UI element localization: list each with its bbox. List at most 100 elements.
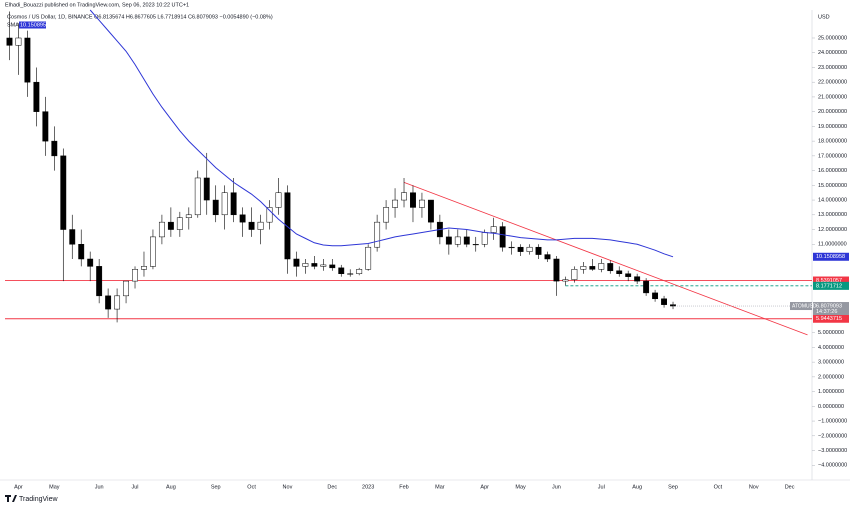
candle-body — [329, 264, 336, 269]
x-tick-label: Dec — [327, 484, 337, 490]
x-tick-label: Jul — [132, 484, 139, 490]
x-tick-label: Sep — [668, 484, 678, 490]
y-tick-label: 3.0000000 — [818, 360, 844, 366]
sma-price-label-box — [813, 252, 849, 261]
candle-body — [114, 295, 121, 310]
x-tick-label: Oct — [714, 484, 723, 490]
y-tick-label: 16.0000000 — [818, 168, 847, 174]
candle-body — [401, 192, 407, 201]
candle-body — [463, 236, 470, 245]
candle-body — [562, 279, 569, 282]
line-price-label: 8.5391057 — [816, 278, 842, 284]
candle-body — [526, 246, 533, 252]
candle-body — [239, 214, 246, 223]
candle-body — [661, 298, 667, 305]
candle-body — [176, 217, 183, 230]
x-tick-label: Jul — [598, 484, 605, 490]
candle-body — [652, 292, 659, 300]
publisher: Elhadi_Bouazzi published on TradingView.… — [5, 2, 189, 8]
y-tick-label: 20.0000000 — [818, 109, 847, 115]
symbol-box — [790, 302, 812, 311]
y-tick-label: 22.0000000 — [818, 80, 847, 86]
currency: USD — [818, 14, 830, 20]
candle-body — [311, 263, 318, 267]
candle-body — [141, 266, 147, 270]
brand-logo — [5, 495, 17, 502]
y-tick-label: 11.0000000 — [818, 242, 847, 248]
candle-body — [625, 273, 632, 277]
candle-body — [616, 270, 623, 274]
candle-body — [60, 155, 67, 230]
candle-body — [419, 199, 425, 208]
line-price-label-box — [813, 276, 849, 285]
y-tick-label: 25.0000000 — [818, 35, 847, 41]
candle-body — [490, 226, 497, 233]
candle-body — [374, 221, 381, 248]
x-tick-label: Apr — [480, 484, 489, 490]
candle-body — [598, 263, 605, 270]
x-tick-label: Mar — [435, 484, 445, 490]
candle-body — [365, 246, 372, 270]
x-tick-label: Nov — [283, 484, 293, 490]
y-tick-label: 15.0000000 — [818, 183, 847, 189]
y-tick-label: 0.0000000 — [818, 404, 844, 410]
x-tick-label: Oct — [247, 484, 256, 490]
y-tick-label: −4.0000000 — [818, 463, 847, 469]
sma-line — [89, 9, 674, 258]
line-price-label: 8.1771712 — [816, 283, 842, 289]
candle-body — [410, 192, 416, 208]
x-tick-label: Nov — [749, 484, 759, 490]
candle-body — [275, 192, 282, 208]
candle-body — [69, 229, 76, 245]
candle-body — [302, 263, 309, 267]
y-tick-label: −3.0000000 — [818, 448, 847, 454]
y-tick-label: 23.0000000 — [818, 65, 847, 71]
candle-body — [427, 199, 434, 223]
candle-body — [158, 221, 165, 238]
sma-price-label: 10.1508958 — [816, 254, 845, 260]
candle-body — [230, 192, 237, 216]
candle-body — [6, 37, 13, 46]
y-tick-label: 5.0000000 — [818, 330, 844, 336]
candle-body — [221, 192, 228, 216]
x-tick-label: May — [515, 484, 526, 490]
candle-body — [203, 177, 210, 201]
brand: TradingView — [5, 495, 58, 503]
candle-body — [212, 199, 219, 216]
candle-body — [580, 266, 587, 270]
x-tick-label: May — [49, 484, 60, 490]
y-tick-label: 19.0000000 — [818, 124, 847, 130]
x-tick-label: 2023 — [362, 484, 374, 490]
candle-body — [338, 267, 345, 274]
candle-body — [87, 258, 94, 267]
last-price-label: 6.8079093 — [816, 303, 842, 309]
sma-legend-value: 10.1508958 — [20, 22, 49, 28]
candle-body — [78, 244, 85, 260]
y-tick-label: 2.0000000 — [818, 374, 844, 380]
plot-area — [5, 9, 812, 336]
y-tick-label: −1.0000000 — [818, 419, 847, 425]
line-price-label: 5.9443715 — [816, 316, 842, 322]
countdown: 14:37:26 — [816, 309, 837, 315]
candle-body — [544, 254, 551, 260]
trendline — [403, 181, 808, 336]
candle-body — [266, 207, 273, 223]
candle-body — [257, 221, 264, 230]
candle-body — [284, 192, 291, 260]
candle-body — [320, 264, 327, 267]
y-tick-label: 24.0000000 — [818, 50, 847, 56]
candle-body — [643, 280, 650, 294]
sma-legend-box — [19, 21, 46, 29]
candle-body — [472, 244, 479, 246]
candle-body — [347, 273, 354, 275]
candle-body — [51, 140, 58, 157]
candle-body — [150, 236, 156, 267]
x-tick-label: Aug — [166, 484, 176, 490]
candle-body — [356, 269, 363, 274]
y-tick-label: 14.0000000 — [818, 198, 847, 204]
x-tick-label: Jun — [95, 484, 104, 490]
y-tick-label: 1.0000000 — [818, 389, 844, 395]
y-tick-label: 12.0000000 — [818, 227, 847, 233]
